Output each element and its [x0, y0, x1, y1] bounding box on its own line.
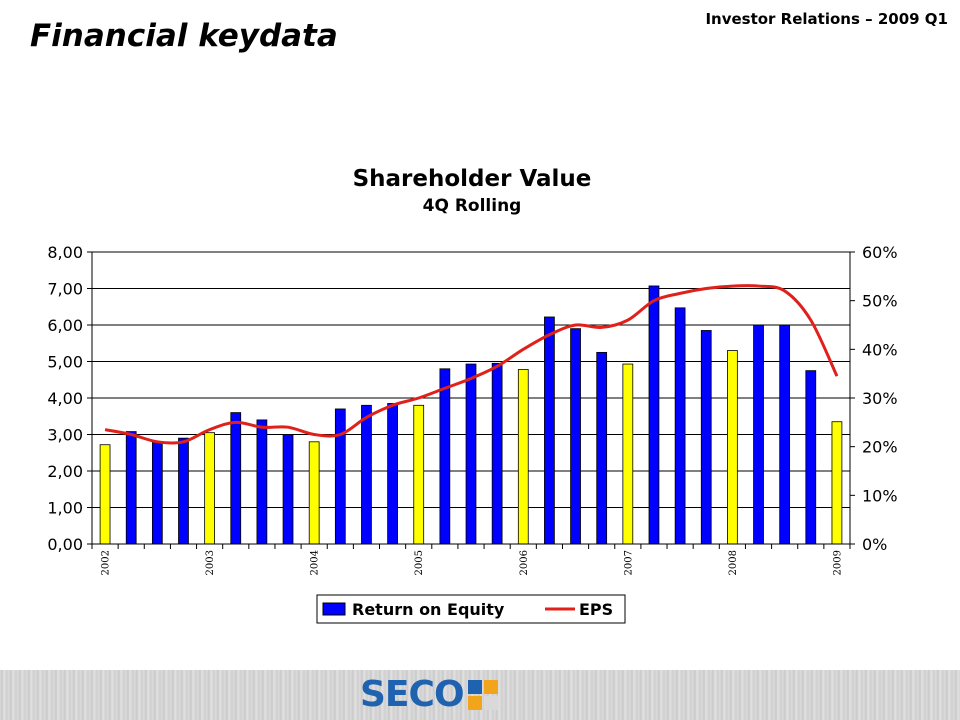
bar-roe: [361, 404, 372, 545]
bar-roe: [831, 421, 843, 545]
bar-roe: [256, 419, 268, 545]
bar-roe: [413, 404, 425, 545]
footer-band: [0, 670, 960, 720]
bar-roe: [230, 412, 242, 545]
eps-line: [104, 284, 839, 445]
chart-title: Shareholder Value: [353, 166, 592, 192]
x-tick-label: 2002: [101, 550, 112, 575]
bar-roe: [570, 328, 581, 545]
right-tick-label: 0%: [862, 535, 887, 554]
right-tick-label: 20%: [862, 438, 898, 457]
logo-mark-icon: [467, 680, 498, 710]
left-tick-label: 1,00: [47, 499, 83, 518]
seco-logo: SECO: [360, 676, 498, 714]
legend-label-roe: Return on Equity: [352, 600, 505, 619]
eps-line-path: [104, 284, 839, 445]
left-tick-label: 7,00: [47, 280, 83, 299]
x-tick-label: 2006: [519, 550, 530, 575]
bar-roe: [465, 363, 477, 545]
bar-roe: [700, 330, 712, 545]
bar-roe: [178, 437, 189, 545]
bar-roe: [753, 324, 764, 545]
bar-roe: [439, 368, 451, 545]
x-tick-label: 2003: [205, 550, 216, 575]
bar-roe: [387, 403, 398, 545]
left-tick-label: 5,00: [47, 353, 83, 372]
right-tick-label: 40%: [862, 340, 898, 359]
left-tick-label: 2,00: [47, 462, 83, 481]
bar-roe: [544, 316, 555, 545]
x-axis: 2002 2003 2004 2005 2006 2007 2008 2009: [91, 543, 851, 575]
bar-roe: [204, 432, 215, 545]
legend-swatch-roe: [322, 602, 346, 616]
header-subtitle: Investor Relations – 2009 Q1: [705, 10, 948, 28]
logo-text: SECO: [360, 674, 465, 715]
x-tick-label: 2004: [310, 550, 321, 575]
bar-roe: [282, 434, 294, 545]
left-tick-label: 4,00: [47, 389, 83, 408]
shareholder-value-chart: Shareholder Value 4Q Rolling 0,00 1,00 2,0…: [47, 166, 898, 624]
bar-roe: [674, 307, 686, 545]
bar-roe: [517, 369, 529, 545]
x-tick-label: 2005: [414, 550, 425, 575]
bar-roe: [779, 324, 791, 545]
page-title: Financial keydata: [30, 18, 338, 54]
bar-roe: [727, 350, 738, 545]
left-tick-label: 8,00: [47, 243, 83, 262]
bars: [99, 285, 843, 545]
left-tick-label: 0,00: [47, 535, 83, 554]
legend: Return on Equity EPS: [316, 594, 626, 624]
x-tick-label: 2009: [832, 550, 843, 575]
bar-roe: [491, 362, 503, 545]
bar-roe: [99, 444, 111, 545]
bar-roe: [125, 431, 137, 545]
right-tick-label: 30%: [862, 389, 898, 408]
bar-roe: [334, 408, 346, 545]
right-tick-label: 60%: [862, 243, 898, 262]
right-tick-label: 10%: [862, 486, 898, 505]
right-axis: 0% 10% 20% 30% 40% 50% 60%: [850, 243, 898, 554]
bar-roe: [622, 363, 634, 545]
bar-roe: [596, 351, 608, 545]
left-tick-label: 6,00: [47, 316, 83, 335]
bar-roe: [308, 441, 320, 545]
x-tick-label: 2008: [728, 550, 739, 575]
right-tick-label: 50%: [862, 292, 898, 311]
legend-label-eps: EPS: [579, 600, 613, 619]
bar-roe: [648, 285, 660, 545]
chart-subtitle: 4Q Rolling: [423, 196, 522, 216]
left-axis: 0,00 1,00 2,00 3,00 4,00 5,00 6,00 7,00 8,00: [47, 243, 92, 554]
x-tick-label: 2007: [623, 550, 634, 575]
bar-roe: [805, 370, 817, 545]
bar-roe: [151, 441, 163, 545]
left-tick-label: 3,00: [47, 426, 83, 445]
